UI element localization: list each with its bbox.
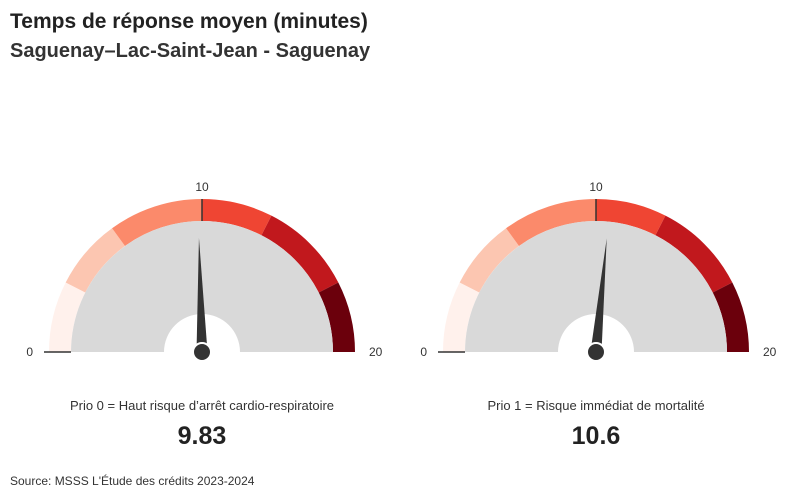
max-tick-label: 20 bbox=[369, 345, 383, 359]
gauge-value: 9.83 bbox=[177, 422, 227, 450]
gauge-band-1 bbox=[65, 228, 126, 293]
gauge-dial bbox=[465, 221, 727, 352]
chart-title: Temps de réponse moyen (minutes) bbox=[10, 10, 368, 33]
mid-tick-label: 10 bbox=[589, 180, 603, 194]
gauge-prio-1: 0 10 20 Prio 1 = Risque immédiat de mort… bbox=[398, 160, 794, 460]
gauge-band-3 bbox=[596, 199, 666, 236]
gauge-svg-prio-1: 0 10 20 bbox=[420, 180, 777, 362]
gauge-prio-0: 0 10 20 Prio 0 = Haut risque d’arrêt car… bbox=[4, 160, 400, 460]
gauge-band-0 bbox=[49, 282, 86, 352]
gauge-svg-prio-0: 0 10 20 bbox=[26, 180, 383, 362]
gauge-band-3 bbox=[202, 199, 272, 236]
gauge-label: Prio 1 = Risque immédiat de mortalité bbox=[487, 398, 705, 413]
gauge-needle bbox=[590, 238, 607, 353]
max-tick-label: 20 bbox=[763, 345, 777, 359]
gauge-band-2 bbox=[112, 199, 202, 247]
gauge-band-5 bbox=[318, 282, 355, 352]
min-tick-label: 0 bbox=[420, 345, 427, 359]
needle-hub bbox=[192, 342, 212, 362]
source-note: Source: MSSS L'Étude des crédits 2023-20… bbox=[10, 474, 255, 488]
gauge-value: 10.6 bbox=[571, 422, 621, 450]
needle-hub bbox=[586, 342, 606, 362]
chart-subtitle: Saguenay–Lac-Saint-Jean - Saguenay bbox=[10, 40, 371, 62]
gauge-band-0 bbox=[443, 282, 480, 352]
gauge-label: Prio 0 = Haut risque d’arrêt cardio-resp… bbox=[69, 398, 335, 413]
gauge-band-1 bbox=[459, 228, 520, 293]
gauge-band-5 bbox=[712, 282, 749, 352]
gauge-band-2 bbox=[506, 199, 596, 247]
gauge-needle bbox=[196, 238, 208, 353]
gauge-band-4 bbox=[261, 215, 339, 293]
gauge-band-4 bbox=[655, 215, 733, 293]
mid-tick-label: 10 bbox=[195, 180, 209, 194]
min-tick-label: 0 bbox=[26, 345, 33, 359]
